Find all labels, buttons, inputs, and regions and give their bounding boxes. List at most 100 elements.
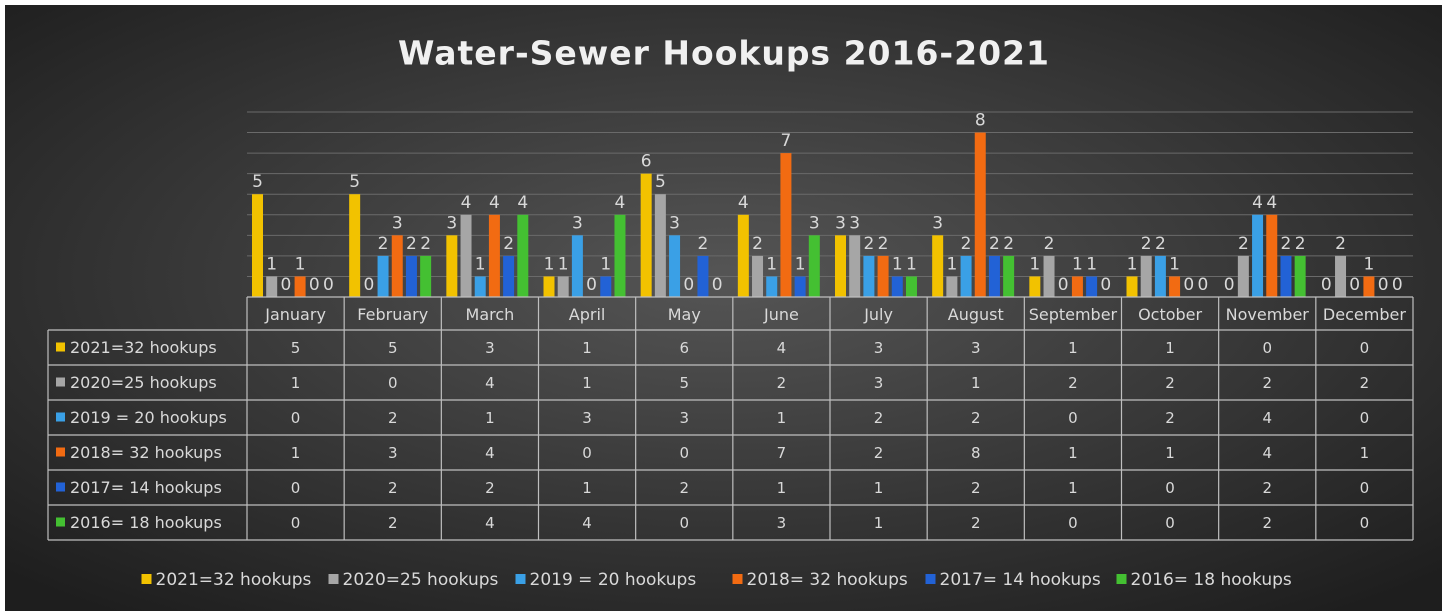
- table-cell: 2: [1068, 374, 1078, 392]
- table-cell: 0: [1165, 514, 1175, 532]
- bar: [960, 255, 972, 297]
- data-label: 2: [752, 234, 763, 254]
- table-cell: 3: [582, 409, 592, 427]
- table-row-header: 2018= 32 hookups: [70, 443, 222, 462]
- table-cell: 2: [971, 479, 981, 497]
- x-tick-label: August: [948, 305, 1004, 324]
- table-cell: 0: [1165, 479, 1175, 497]
- bar: [988, 255, 1000, 297]
- data-label: 4: [615, 193, 626, 213]
- data-label: 1: [295, 254, 306, 274]
- data-label: 3: [835, 213, 846, 233]
- legend-key: [328, 574, 339, 584]
- bar: [474, 276, 486, 297]
- table-cell: 1: [777, 479, 787, 497]
- data-label: 1: [795, 254, 806, 274]
- table-cell: 1: [1165, 339, 1175, 357]
- data-label: 0: [280, 275, 291, 295]
- legend-key: [732, 574, 743, 584]
- data-label: 4: [461, 193, 472, 213]
- bar: [1169, 276, 1181, 297]
- table-cell: 2: [1165, 374, 1175, 392]
- table-cell: 1: [291, 374, 301, 392]
- table-cell: 2: [388, 514, 398, 532]
- table-cell: 0: [679, 444, 689, 462]
- table-cell: 1: [582, 339, 592, 357]
- table-cell: 2: [1262, 479, 1272, 497]
- table-cell: 3: [874, 339, 884, 357]
- table-cell: 0: [1068, 514, 1078, 532]
- data-label: 3: [849, 213, 860, 233]
- x-tick-label: September: [1029, 305, 1118, 324]
- bar: [1003, 255, 1015, 297]
- bar: [543, 276, 555, 297]
- bar: [557, 276, 569, 297]
- data-label: 3: [809, 213, 820, 233]
- table-cell: 4: [777, 339, 787, 357]
- table-cell: 4: [1262, 444, 1272, 462]
- table-cell: 0: [291, 409, 301, 427]
- table-cell: 2: [388, 479, 398, 497]
- bar: [252, 194, 263, 297]
- table-cell: 2: [874, 444, 884, 462]
- bar: [863, 255, 875, 297]
- bar: [391, 235, 403, 297]
- data-label: 0: [1198, 275, 1209, 295]
- legend-label: 2020=25 hookups: [343, 570, 499, 590]
- table-cell: 1: [291, 444, 301, 462]
- table-cell: 3: [679, 409, 689, 427]
- data-label: 3: [446, 213, 457, 233]
- data-label: 0: [1378, 275, 1389, 295]
- table-cell: 2: [971, 514, 981, 532]
- bar: [1294, 255, 1306, 297]
- data-label: 1: [906, 254, 917, 274]
- data-label: 2: [698, 234, 709, 254]
- bar: [488, 214, 500, 297]
- table-cell: 0: [1262, 339, 1272, 357]
- bar: [766, 276, 778, 297]
- table-legend-key: [56, 482, 65, 492]
- legend-label: 2021=32 hookups: [156, 570, 312, 590]
- table-legend-key: [56, 342, 65, 352]
- table-cell: 1: [777, 409, 787, 427]
- table-cell: 0: [1360, 514, 1370, 532]
- table-cell: 1: [582, 374, 592, 392]
- table-cell: 1: [1068, 479, 1078, 497]
- bar: [614, 214, 626, 297]
- data-label: 0: [683, 275, 694, 295]
- data-label: 2: [406, 234, 417, 254]
- data-label: 2: [878, 234, 889, 254]
- table-row-header: 2021=32 hookups: [70, 338, 217, 357]
- data-label: 1: [1364, 254, 1375, 274]
- data-label: 5: [252, 172, 263, 192]
- bar: [640, 173, 652, 297]
- table-cell: 2: [1360, 374, 1370, 392]
- data-label: 1: [1127, 254, 1138, 274]
- table-cell: 4: [582, 514, 592, 532]
- bar: [752, 255, 764, 297]
- table-cell: 2: [971, 409, 981, 427]
- table-cell: 0: [582, 444, 592, 462]
- x-tick-label: May: [668, 305, 701, 324]
- table-cell: 4: [485, 374, 495, 392]
- bar: [446, 235, 458, 297]
- table-cell: 0: [1360, 479, 1370, 497]
- data-label: 7: [781, 131, 792, 151]
- table-row-header: 2016= 18 hookups: [70, 513, 222, 532]
- table-cell: 0: [1068, 409, 1078, 427]
- table-cell: 5: [679, 374, 689, 392]
- data-label: 1: [600, 254, 611, 274]
- table-cell: 0: [291, 514, 301, 532]
- data-label: 2: [1335, 234, 1346, 254]
- bar: [377, 255, 389, 297]
- table-row-header: 2020=25 hookups: [70, 373, 217, 392]
- data-label: 0: [1392, 275, 1403, 295]
- x-tick-label: April: [569, 305, 606, 324]
- data-label: 2: [989, 234, 1000, 254]
- data-label: 0: [363, 275, 374, 295]
- bar: [349, 194, 361, 297]
- table-cell: 2: [388, 409, 398, 427]
- data-label: 1: [946, 254, 957, 274]
- data-label: 4: [517, 193, 528, 213]
